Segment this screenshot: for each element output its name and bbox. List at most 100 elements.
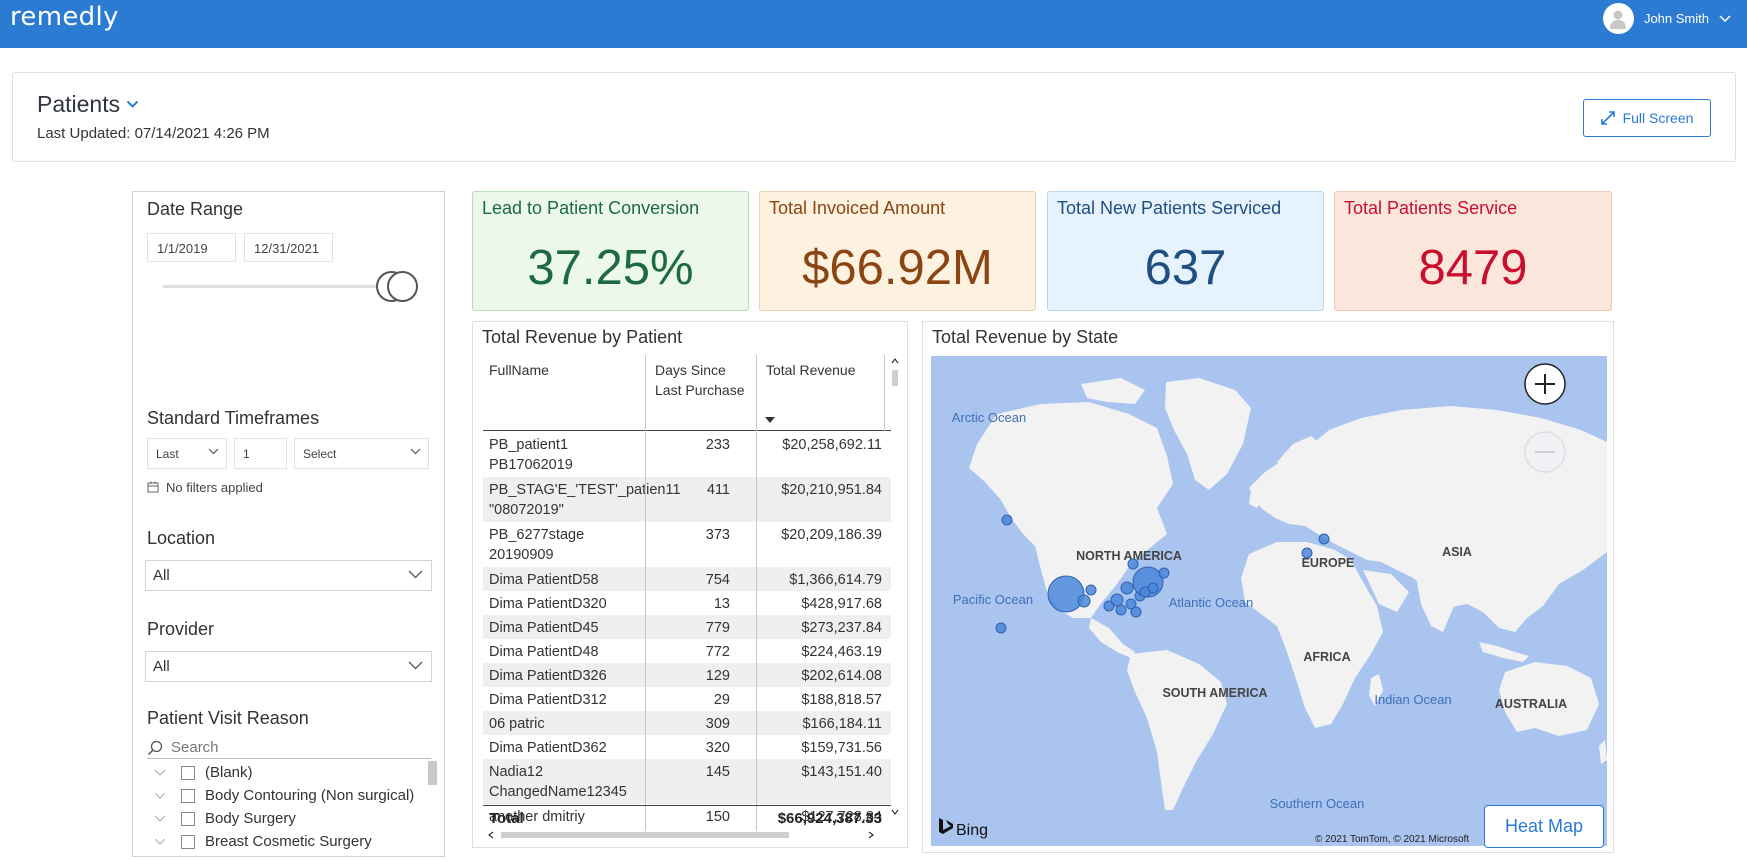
list-item[interactable]: Breast Cosmetic Surgery — [147, 830, 437, 853]
state-bubble[interactable] — [1110, 593, 1124, 607]
list-scrollbar[interactable] — [428, 761, 437, 785]
user-icon — [1610, 10, 1627, 29]
chevron-down-icon[interactable] — [126, 100, 139, 109]
column-header-revenue[interactable]: Total Revenue — [766, 362, 856, 378]
state-bubble[interactable] — [995, 622, 1007, 634]
cell-total-revenue: $127,728.84 — [801, 809, 882, 825]
checkbox[interactable] — [181, 834, 195, 849]
table-row[interactable]: another dmitriy 150 $127,728.84 — [483, 804, 891, 828]
scroll-down-icon[interactable] — [891, 809, 899, 815]
table-row[interactable]: Nadia12 ChangedName12345 145 $143,151.40 — [483, 759, 891, 804]
plus-icon — [1535, 374, 1555, 394]
timeframe-count-input[interactable]: 1 — [234, 438, 287, 469]
table-row[interactable]: Dima PatientD45 779 $273,237.84 — [483, 615, 891, 639]
kpi-label: Total Invoiced Amount — [769, 198, 946, 218]
state-bubble[interactable] — [1047, 575, 1085, 613]
state-bubble[interactable] — [1103, 600, 1115, 612]
table-row[interactable]: PB_6277stage 20190909 373 $20,209,186.39 — [483, 522, 891, 567]
state-bubble[interactable] — [1120, 581, 1134, 595]
landmass-scandinavia — [1277, 436, 1323, 482]
table-horizontal-scrollbar[interactable] — [483, 828, 879, 842]
cell-days-since-purchase: 373 — [705, 527, 730, 543]
heat-map-button[interactable]: Heat Map — [1484, 805, 1604, 848]
table-row[interactable]: Dima PatientD326 129 $202,614.08 — [483, 663, 891, 687]
column-header-fullname[interactable]: FullName — [489, 362, 549, 378]
label-indian-ocean: Indian Ocean — [1374, 692, 1451, 707]
column-header-days[interactable]: Days Since Last Purchase — [655, 362, 745, 398]
scroll-up-icon[interactable] — [891, 358, 899, 364]
end-date-input[interactable]: 12/31/2021 — [244, 233, 333, 262]
zoom-in-button[interactable] — [1524, 363, 1566, 405]
chevron-down-icon[interactable] — [154, 792, 166, 799]
table-title: Total Revenue by Patient — [482, 327, 683, 347]
start-date-input[interactable]: 1/1/2019 — [147, 233, 236, 262]
landmass-south-america — [1127, 650, 1227, 810]
table-vertical-scrollbar[interactable] — [889, 355, 901, 820]
list-item[interactable]: (Blank) — [147, 761, 437, 784]
chevron-down-icon[interactable] — [154, 769, 166, 776]
full-screen-button[interactable]: Full Screen — [1583, 99, 1711, 137]
bing-provider-text: Bing — [956, 822, 988, 839]
state-bubble[interactable] — [1127, 558, 1139, 570]
state-bubble[interactable] — [1085, 584, 1097, 596]
chevron-down-icon — [208, 448, 219, 455]
scroll-thumb[interactable] — [892, 370, 898, 386]
table-row[interactable]: Dima PatientD312 29 $188,818.57 — [483, 687, 891, 711]
zoom-out-button[interactable] — [1524, 431, 1566, 473]
checkbox[interactable] — [181, 811, 195, 826]
chevron-down-icon[interactable] — [154, 838, 166, 845]
timeframe-unit-select[interactable]: Select — [294, 438, 429, 469]
kpi-card-invoiced: Total Invoiced Amount $66.92M — [759, 191, 1036, 311]
state-bubble[interactable] — [1130, 606, 1142, 618]
scroll-thumb[interactable] — [501, 832, 789, 838]
state-bubble[interactable] — [1318, 533, 1330, 545]
state-bubble[interactable] — [1158, 567, 1170, 579]
chevron-down-icon[interactable] — [1719, 14, 1731, 23]
landmass-uk — [1249, 484, 1265, 508]
state-bubble[interactable] — [1115, 604, 1127, 616]
visit-reason-search[interactable]: Search — [147, 737, 431, 759]
table-row[interactable]: Dima PatientD362 320 $159,731.56 — [483, 735, 891, 759]
timeframe-mode-select[interactable]: Last — [147, 438, 227, 469]
table-row[interactable]: Dima PatientD48 772 $224,463.19 — [483, 639, 891, 663]
cell-fullname: Dima PatientD362 — [489, 740, 607, 756]
page-title-dropdown[interactable]: Patients — [37, 91, 139, 118]
table-row[interactable]: Dima PatientD320 13 $428,917.68 — [483, 591, 891, 615]
checkbox[interactable] — [181, 788, 195, 803]
chevron-down-icon[interactable] — [154, 815, 166, 822]
table-row[interactable]: 06 patric 309 $166,184.11 — [483, 711, 891, 735]
table-row[interactable]: Dima PatientD58 754 $1,366,614.79 — [483, 567, 891, 591]
date-slider-end-handle[interactable] — [387, 271, 418, 302]
scroll-right-icon[interactable] — [868, 831, 874, 839]
user-menu[interactable]: John Smith — [1602, 3, 1731, 34]
landmass-india — [1417, 582, 1455, 632]
avatar[interactable] — [1602, 3, 1634, 34]
world-map[interactable]: Arctic Ocean NORTH AMERICA EUROPE ASIA P… — [931, 356, 1607, 846]
provider-title: Provider — [147, 619, 215, 639]
list-item[interactable]: Body Surgery — [147, 807, 437, 830]
no-filters-text: No filters applied — [166, 480, 263, 495]
state-bubble[interactable] — [1125, 598, 1137, 610]
chevron-down-icon — [410, 448, 421, 455]
state-bubble[interactable] — [1147, 582, 1159, 594]
state-bubble[interactable] — [1001, 514, 1013, 526]
cell-fullname: Dima PatientD320 — [489, 596, 607, 612]
cell-days-since-purchase: 145 — [705, 764, 730, 780]
state-bubble[interactable] — [1301, 547, 1313, 559]
date-range-slider-track[interactable] — [163, 285, 385, 288]
location-dropdown[interactable]: All — [145, 560, 432, 591]
landmass-new-zealand — [1599, 740, 1607, 764]
table-row[interactable]: PB_STAG'E_'TEST'_patien11 "08072019" 411 $… — [483, 477, 891, 522]
sort-descending-icon[interactable] — [765, 417, 775, 424]
checkbox[interactable] — [181, 765, 195, 780]
scroll-left-icon[interactable] — [488, 831, 494, 839]
state-bubble[interactable] — [1077, 594, 1091, 608]
map-labels: Arctic Ocean NORTH AMERICA EUROPE ASIA P… — [952, 410, 1567, 811]
table-row[interactable]: PB_patient1 PB17062019 233 $20,258,692.11 — [483, 432, 891, 477]
provider-dropdown[interactable]: All — [145, 651, 432, 682]
visit-reason-list: (Blank) Body Contouring (Non surgical) B… — [147, 761, 437, 853]
label-north-america: NORTH AMERICA — [1076, 549, 1182, 563]
list-item[interactable]: Body Contouring (Non surgical) — [147, 784, 437, 807]
location-title: Location — [147, 528, 216, 548]
app-logo[interactable]: remedly — [10, 2, 119, 32]
